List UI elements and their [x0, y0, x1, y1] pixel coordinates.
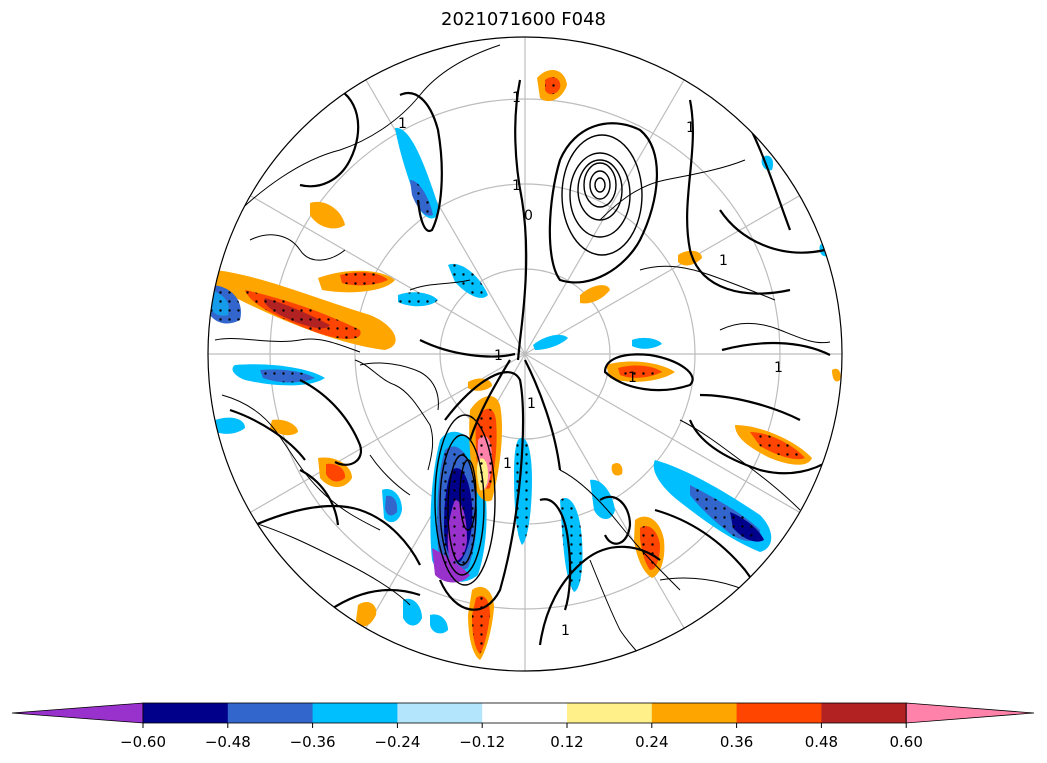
colorbar-segment: [397, 703, 483, 723]
colorbar-tick-label: 0.60: [889, 733, 922, 751]
contour-label: 1: [719, 253, 728, 269]
contour-lines: [229, 79, 831, 646]
contour-label: 0: [524, 208, 533, 224]
map-boundary: [207, 36, 843, 672]
contour-label: 1: [686, 120, 695, 136]
colorbar-tick-label: −0.12: [459, 733, 505, 751]
colorbar-tick-label: 0.12: [550, 733, 583, 751]
colorbar-tick-label: 0.24: [635, 733, 668, 751]
contour-label: 1: [561, 623, 570, 639]
colorbar-segment: [482, 703, 568, 723]
polar-map: 1 1 1 1 1 1 1 1 1 0 1 1: [208, 37, 842, 671]
colorbar-tick-label: 0.36: [720, 733, 753, 751]
colorbar-tick-label: −0.60: [120, 733, 166, 751]
colorbar-tick-label: −0.48: [205, 733, 251, 751]
contour-label-group: 1 1 1 1 1 1 1 1 1 0 1 1: [398, 90, 783, 639]
contour-label: 1: [527, 396, 536, 412]
colorbar-segment: [821, 703, 907, 723]
colorbar-tick-label: 0.48: [805, 733, 838, 751]
contour-label: 1: [398, 116, 407, 132]
colorbar-segment: [227, 703, 314, 723]
colorbar-frame: [142, 702, 907, 724]
colorbar-extend-high: [905, 702, 1035, 724]
contour-label: 1: [494, 348, 503, 364]
map-title: 2021071600 F048: [441, 9, 606, 30]
colorbar-tick-label: −0.36: [290, 733, 336, 751]
colorbar-segment: [736, 703, 822, 723]
graticule: [208, 37, 842, 671]
colorbar-segment: [567, 703, 653, 723]
contour-label: 1: [512, 90, 521, 106]
colorbar-segment: [651, 703, 738, 723]
contour-label: 1: [774, 360, 783, 376]
contour-label: 1: [628, 370, 637, 386]
contour-label: 1: [512, 178, 521, 194]
colorbar-segment: [312, 703, 398, 723]
coastlines: [214, 44, 831, 666]
colorbar-extend-low: [11, 702, 144, 724]
contour-label: 1: [503, 456, 512, 472]
colorbar: −0.60 −0.48 −0.36 −0.24 −0.12 0.12 0.24 0.36 0.4…: [11, 702, 1035, 751]
colorbar-tick-label: −0.24: [374, 733, 420, 751]
colorbar-segment: [143, 703, 229, 723]
